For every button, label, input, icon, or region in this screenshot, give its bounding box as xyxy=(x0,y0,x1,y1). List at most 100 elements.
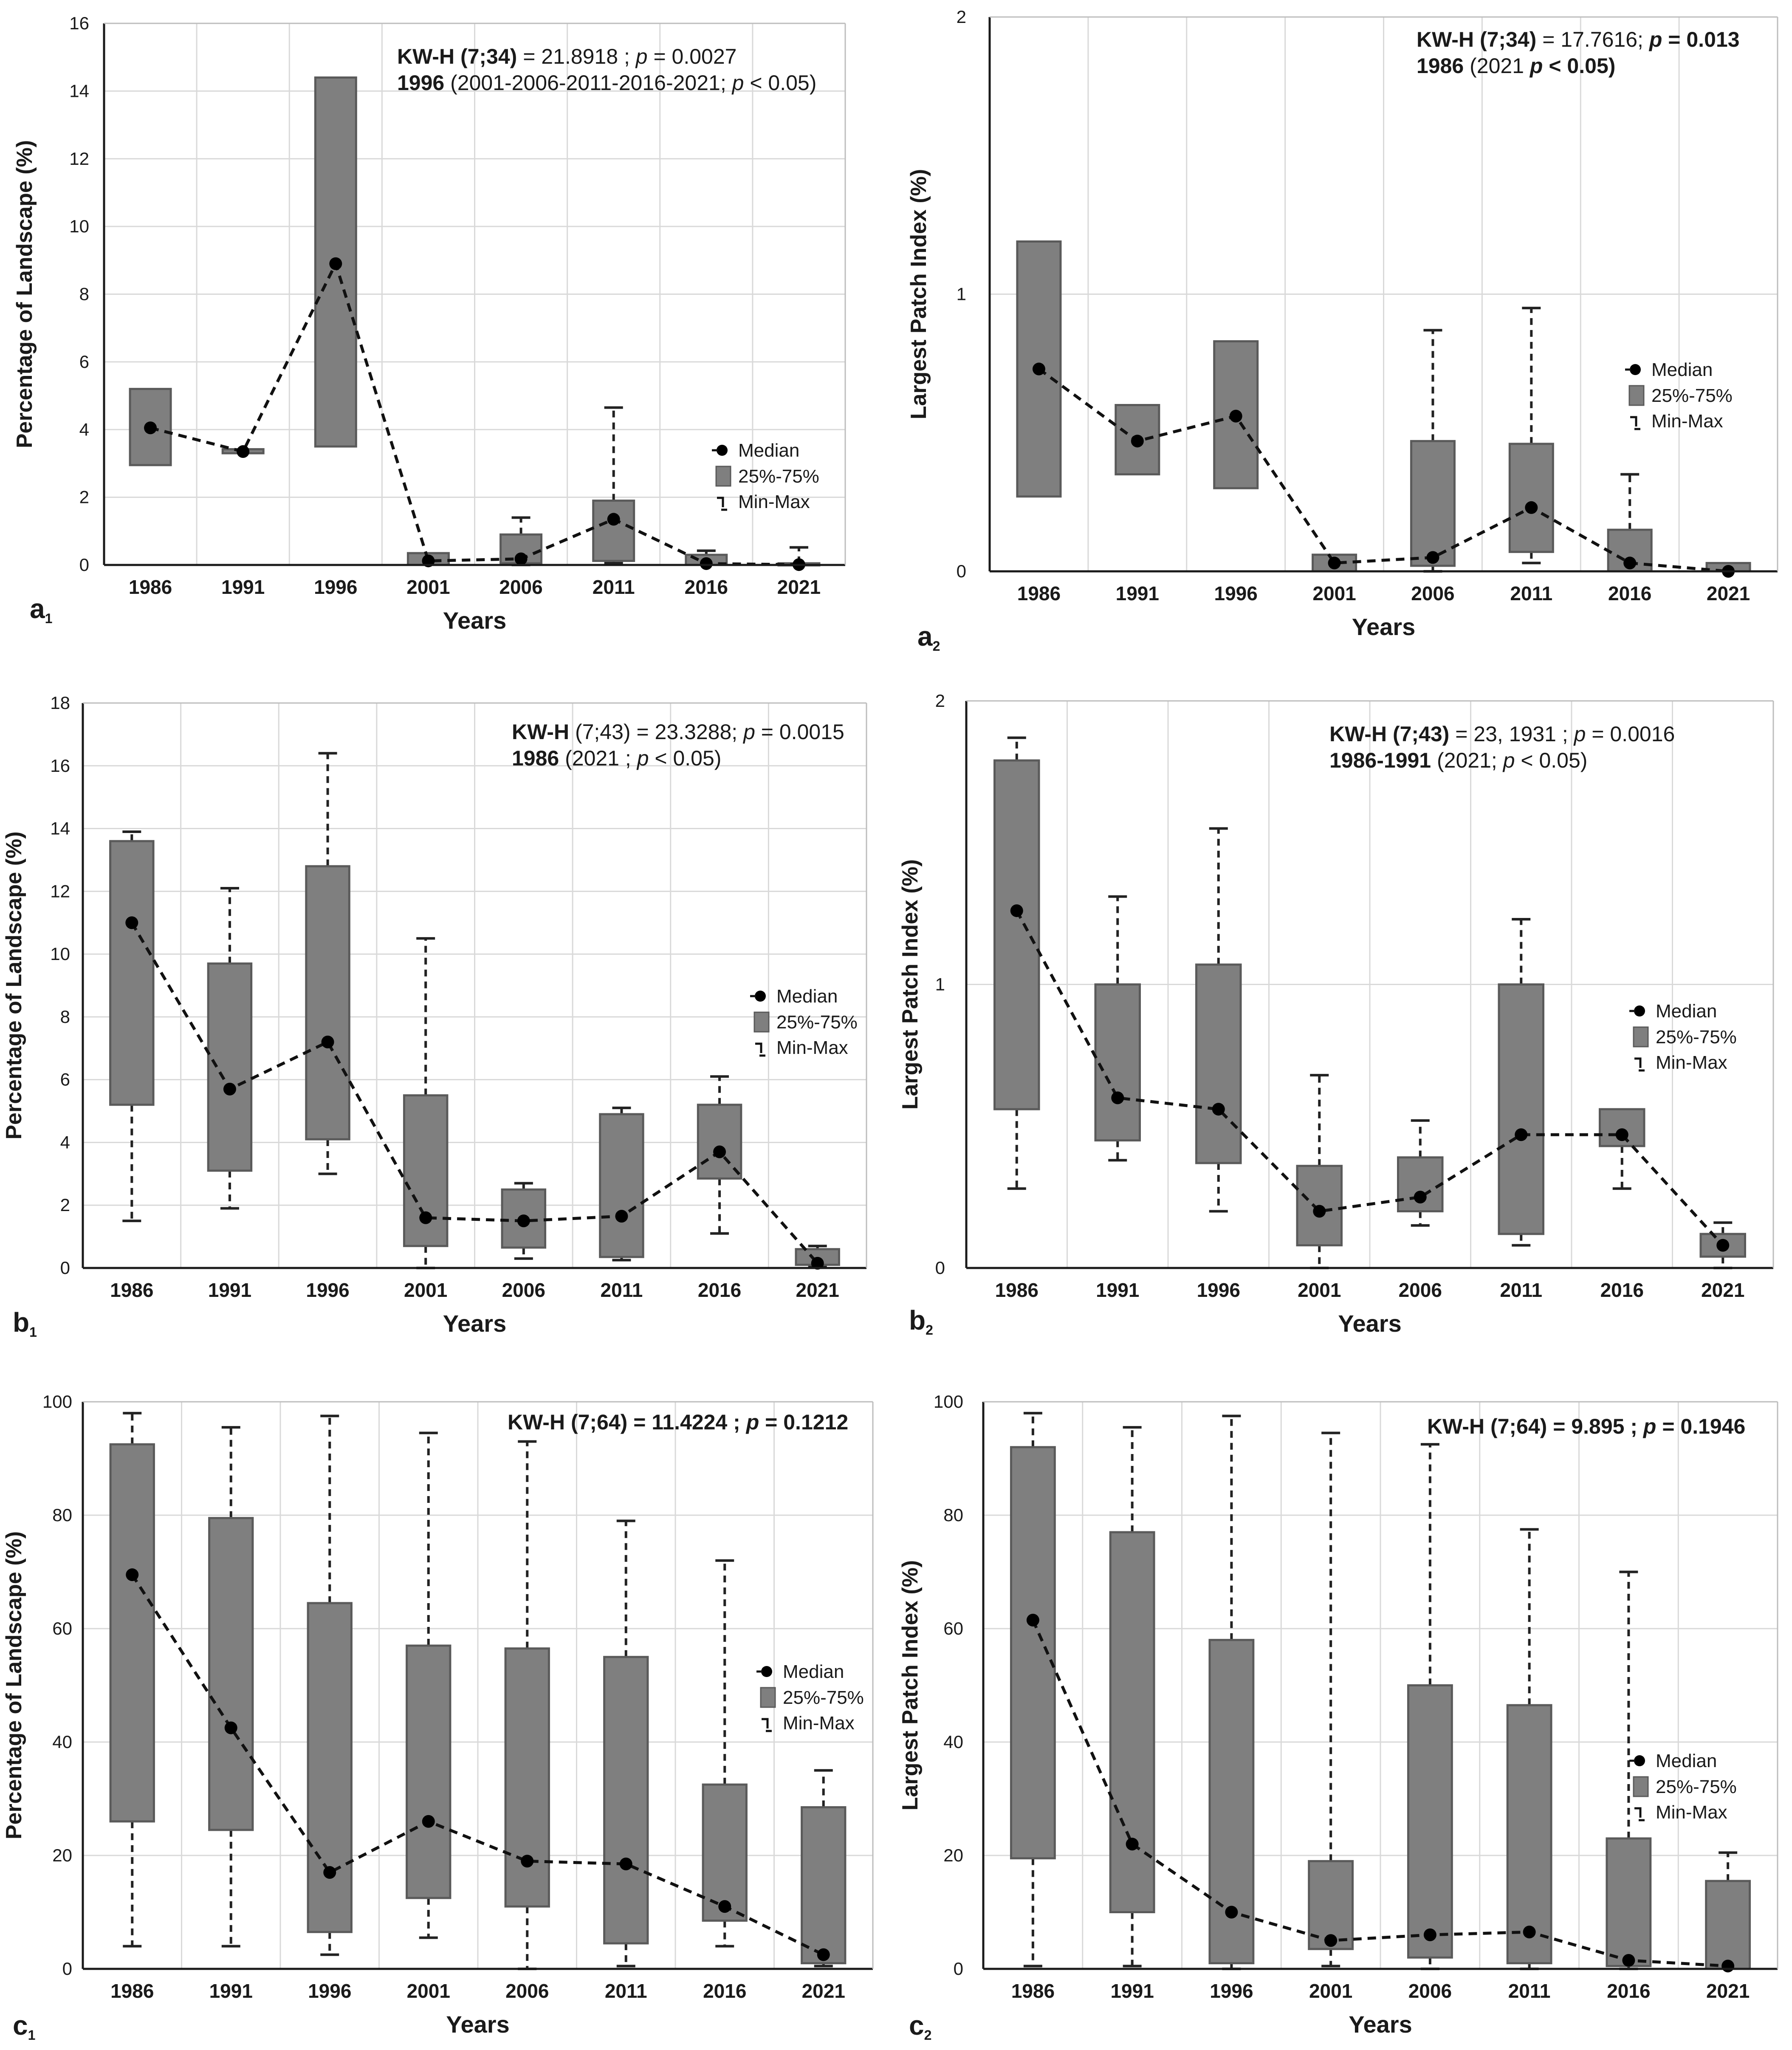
median-trend-line xyxy=(130,922,819,1265)
stats-segment: KW-H (7;43) xyxy=(1329,722,1449,746)
x-tick-label: 2016 xyxy=(1607,1980,1650,2002)
y-tick-label: 2 xyxy=(79,487,89,507)
y-axis-title: Percentage of Landscape (%) xyxy=(12,140,37,448)
y-tick-label: 4 xyxy=(79,419,89,439)
box-2011 xyxy=(1508,307,1554,565)
stats-line: 1986-1991 (2021; p < 0.05) xyxy=(1329,748,1587,772)
stats-segment: < 0.05) xyxy=(1515,748,1588,772)
x-tick-label: 2011 xyxy=(593,576,635,598)
panel-label: a2 xyxy=(917,621,940,654)
median-point xyxy=(223,1082,236,1096)
stats-segment: 1986 xyxy=(512,746,559,770)
box-2016 xyxy=(697,1075,742,1235)
median-point xyxy=(1523,1926,1536,1939)
panel-label-subscript: 2 xyxy=(924,2027,932,2043)
median-point xyxy=(718,1900,731,1913)
stats-segment: = 0.013 xyxy=(1662,28,1739,51)
legend-box-swatch xyxy=(753,1011,770,1033)
panel-b2: 0 1 2 1986 1991 1996 2001 2006 2011 2016 2021 Years… xyxy=(898,691,1774,1338)
stats-segment: p xyxy=(1573,722,1586,746)
x-tick-label: 2021 xyxy=(777,576,821,598)
x-tick-label: 2001 xyxy=(404,1279,447,1301)
x-tick-label: 1986 xyxy=(995,1279,1039,1301)
stats-line: KW-H (7;64) = 9.895 ; p = 0.1946 xyxy=(1427,1415,1745,1438)
x-axis-title: Years xyxy=(443,1310,507,1337)
y-tick-label: 4 xyxy=(60,1132,70,1152)
iqr-box xyxy=(993,759,1040,1110)
median-point xyxy=(422,1815,435,1828)
legend-box-swatch xyxy=(760,1687,776,1708)
y-tick-label: 18 xyxy=(50,693,70,713)
stats-segment: = 23, 1931 ; xyxy=(1449,722,1574,746)
y-axis-title: Percentage of Landscape (%) xyxy=(2,1531,26,1839)
stats-segment: < 0.05) xyxy=(744,71,816,95)
stats-segment: p xyxy=(635,45,648,68)
panel-label: c2 xyxy=(909,2010,931,2043)
legend-whisker-symbol xyxy=(1630,416,1637,426)
box-1996 xyxy=(305,752,350,1175)
legend: Median 25%-75% Min-Max xyxy=(1625,359,1733,432)
median-point xyxy=(1032,362,1045,376)
stats-segment: KW-H (7;34) xyxy=(397,45,517,68)
panel-label-subscript: 1 xyxy=(28,2027,36,2043)
x-tick-label: 1996 xyxy=(306,1279,349,1301)
legend-median-label: Median xyxy=(1656,1001,1717,1022)
box-1991 xyxy=(208,1426,254,1948)
legend: Median 25%-75% Min-Max xyxy=(756,1661,864,1734)
median-point xyxy=(1212,1103,1225,1116)
y-tick-label: 0 xyxy=(60,1258,70,1278)
x-tick-label: 1991 xyxy=(209,1980,253,2002)
stats-segment: = 0.1946 xyxy=(1656,1415,1745,1438)
x-tick-label: 2001 xyxy=(1298,1279,1341,1301)
legend-whisker-symbol xyxy=(717,497,724,507)
x-tick-label: 1996 xyxy=(314,576,357,598)
panel-label-subscript: 2 xyxy=(926,1322,933,1338)
stats-segment: p xyxy=(742,720,755,744)
legend-box-label: 25%-75% xyxy=(1651,385,1733,406)
y-tick-label: 16 xyxy=(50,756,70,776)
median-point xyxy=(1423,1928,1436,1941)
x-tick-label: 1996 xyxy=(1214,582,1258,604)
y-tick-label: 12 xyxy=(69,149,89,169)
y-tick-label: 1 xyxy=(935,974,945,994)
y-tick-label: 6 xyxy=(79,352,89,372)
y-tick-label: 40 xyxy=(52,1732,72,1752)
panel-label-letter: a xyxy=(917,621,933,652)
legend-median-label: Median xyxy=(776,986,838,1007)
stats-line: 1996 (2001-2006-2011-2016-2021; p < 0.05… xyxy=(397,71,816,95)
legend-whisker-label: Min-Max xyxy=(776,1037,848,1058)
stats-segment: = 0.1212 xyxy=(759,1410,848,1434)
median-point xyxy=(321,1036,334,1048)
box-1996 xyxy=(307,1415,353,1956)
iqr-box xyxy=(1410,440,1456,567)
iqr-box xyxy=(307,1602,353,1933)
median-trend-line xyxy=(131,1574,824,1956)
box-1996 xyxy=(1195,827,1242,1213)
iqr-box xyxy=(305,865,350,1141)
x-tick-label: 2011 xyxy=(1508,1980,1551,2002)
y-tick-label: 14 xyxy=(69,81,89,101)
y-tick-label: 16 xyxy=(69,13,89,33)
legend-box-label: 25%-75% xyxy=(738,466,819,487)
x-tick-label: 1996 xyxy=(1197,1279,1240,1301)
x-tick-label: 2006 xyxy=(502,1279,545,1301)
median-point xyxy=(1324,1934,1338,1947)
stats-segment: p xyxy=(731,71,744,95)
iqr-box xyxy=(599,1113,644,1258)
y-axis-title: Percentage of Landscape (%) xyxy=(2,831,26,1139)
median-point xyxy=(329,257,342,270)
legend-box-label: 25%-75% xyxy=(1656,1027,1737,1048)
x-tick-label: 1986 xyxy=(110,1279,153,1301)
panel-a1: 0 2 4 6 8 10 12 14 16 1986 1991 1996 2001 2006 2011 201… xyxy=(12,13,846,634)
x-tick-label: 1996 xyxy=(308,1980,351,2002)
panel-label-letter: a xyxy=(30,593,45,624)
legend-whisker-symbol xyxy=(755,1042,762,1053)
stats-segment: p xyxy=(745,1410,759,1434)
median-point xyxy=(1026,1613,1039,1626)
iqr-box xyxy=(1705,1880,1751,1970)
panel-label: a1 xyxy=(30,593,52,626)
panel-label-subscript: 2 xyxy=(933,638,940,654)
legend-box-label: 25%-75% xyxy=(783,1687,864,1708)
y-tick-label: 10 xyxy=(69,216,89,236)
box-2006 xyxy=(504,1440,550,1970)
